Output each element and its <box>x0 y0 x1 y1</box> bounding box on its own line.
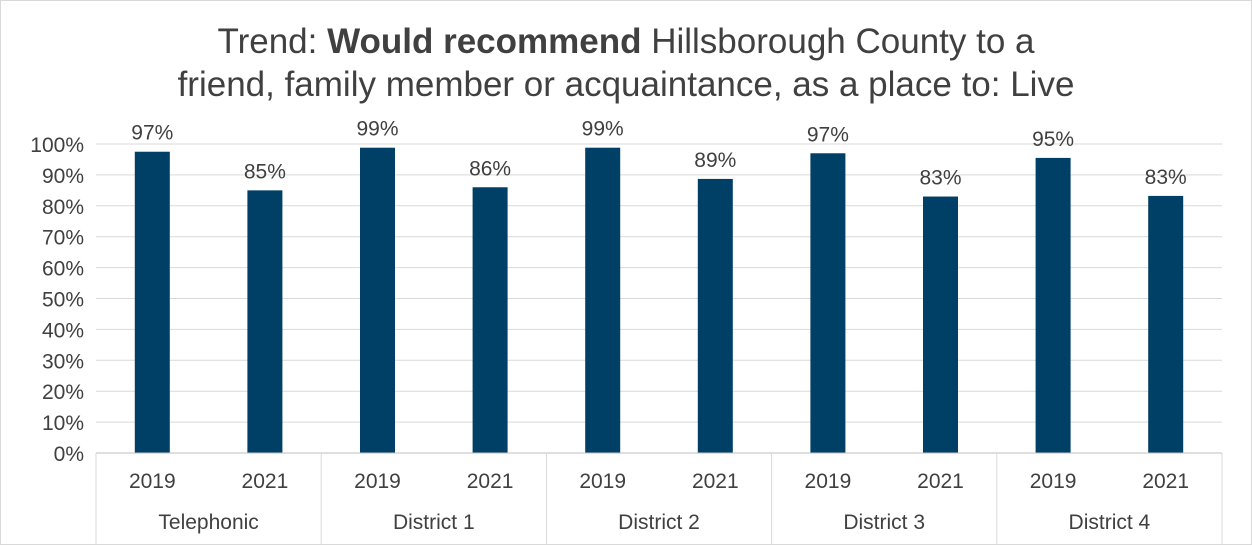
title-line2: friend, family member or acquaintance, a… <box>177 65 1075 104</box>
bar <box>585 147 621 453</box>
y-tick-label: 100% <box>30 134 84 157</box>
group-label: District 1 <box>393 511 475 534</box>
bar <box>360 147 395 453</box>
title-bold: Would recommend <box>327 22 642 61</box>
data-label: 85% <box>244 160 286 183</box>
bars <box>134 147 1184 454</box>
group-label: District 3 <box>843 511 925 534</box>
bar <box>923 196 958 453</box>
title-line1-suffix: Hillsborough County to a <box>641 22 1035 61</box>
title-prefix: Trend: <box>217 22 328 61</box>
y-tick-label: 0% <box>54 443 84 466</box>
x-tick-label: 2019 <box>579 470 626 493</box>
chart-title: Trend: Would recommend Hillsborough Coun… <box>0 20 1252 106</box>
bar <box>1148 195 1184 454</box>
data-label: 97% <box>807 123 849 146</box>
y-tick-label: 80% <box>42 196 84 219</box>
group-label: District 2 <box>618 511 700 534</box>
group-label: Telephonic <box>158 511 258 534</box>
data-label: 97% <box>131 122 173 145</box>
x-axis: 2019 2021 2019 2021 2019 2021 2019 2021 2019 2021… <box>95 452 1223 545</box>
data-label: 95% <box>1032 128 1074 151</box>
y-axis: 0% 10% 20% 30% 40% 50% 60% 70% 80% 90% 100% <box>30 134 84 466</box>
x-tick-label: 2019 <box>805 470 852 493</box>
x-tick-label: 2019 <box>129 470 176 493</box>
gridlines <box>96 143 1222 423</box>
bar <box>1035 157 1071 453</box>
y-tick-label: 90% <box>42 165 84 188</box>
x-tick-label: 2021 <box>1142 470 1189 493</box>
data-label: 89% <box>694 149 736 172</box>
data-label: 83% <box>1145 166 1187 189</box>
bar <box>472 187 508 453</box>
data-label: 99% <box>356 118 398 141</box>
x-tick-label: 2021 <box>917 470 964 493</box>
data-label: 86% <box>469 157 511 180</box>
bar <box>697 178 733 454</box>
y-tick-label: 60% <box>42 258 84 281</box>
y-tick-label: 30% <box>42 350 84 373</box>
y-tick-label: 50% <box>42 289 84 312</box>
x-tick-label: 2019 <box>354 470 401 493</box>
x-tick-label: 2019 <box>1030 470 1077 493</box>
data-label: 83% <box>919 167 961 190</box>
y-tick-label: 20% <box>42 381 84 404</box>
y-tick-label: 10% <box>42 412 84 435</box>
bar <box>810 153 846 453</box>
y-tick-label: 70% <box>42 227 84 250</box>
x-tick-label: 2021 <box>692 470 739 493</box>
data-label: 99% <box>582 118 624 141</box>
y-tick-label: 40% <box>42 319 84 342</box>
bar <box>134 151 170 453</box>
group-label: District 4 <box>1069 511 1151 534</box>
x-tick-label: 2021 <box>242 470 289 493</box>
data-labels: 97% 85% 99% 86% 99% 89% 97% 83% 95% 83% <box>131 118 1186 190</box>
x-tick-label: 2021 <box>467 470 514 493</box>
bar <box>247 190 283 453</box>
